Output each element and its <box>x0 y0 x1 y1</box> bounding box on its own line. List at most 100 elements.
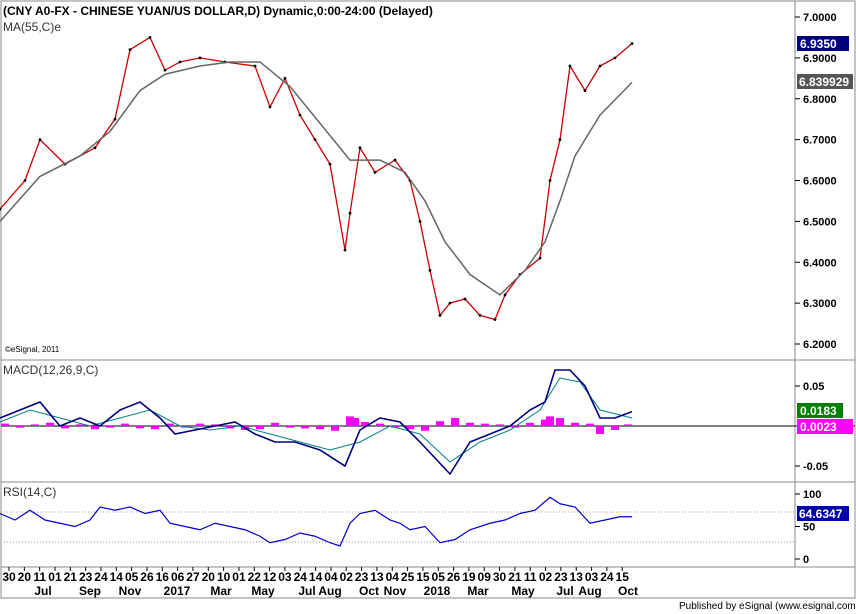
x-tick-date: 14 <box>110 570 124 584</box>
rsi-tick-label: 50 <box>803 522 815 534</box>
macd-histogram-bar <box>46 422 54 426</box>
macd-histogram-bar <box>271 422 279 426</box>
x-tick-month: Jul <box>34 584 51 598</box>
ma-value-label: 6.839929 <box>799 75 849 89</box>
x-tick-date: 30 <box>493 570 507 584</box>
rsi-title: RSI(14,C) <box>3 485 56 499</box>
x-tick-month: Nov <box>384 584 407 598</box>
macd-series <box>0 369 633 476</box>
x-tick-date: 23 <box>79 570 93 584</box>
x-tick-date: 23 <box>355 570 369 584</box>
macd-histogram-bar <box>136 426 144 429</box>
x-tick-date: 20 <box>202 570 216 584</box>
macd-ticks: 0.05 -0.05 <box>795 381 828 473</box>
macd-histogram-bar <box>286 426 294 428</box>
macd-histogram-bar <box>31 424 39 426</box>
price-tick-label: 6.9000 <box>803 53 837 65</box>
x-tick-date: 26 <box>447 570 461 584</box>
macd-histogram-bar <box>91 426 99 430</box>
price-point <box>328 162 332 166</box>
price-point <box>268 105 272 109</box>
macd-tick-label: 0.05 <box>803 381 824 393</box>
price-point <box>298 113 302 117</box>
rsi-tick-label: 100 <box>803 489 821 501</box>
price-point <box>148 36 152 39</box>
x-tick-date: 21 <box>508 570 522 584</box>
price-point <box>128 48 132 52</box>
price-tick-label: 6.7000 <box>803 135 837 147</box>
price-point <box>0 207 2 211</box>
price-point <box>23 179 27 182</box>
x-tick-date: 24 <box>94 570 108 584</box>
macd-histogram-bar <box>1 423 9 426</box>
price-point <box>38 138 42 142</box>
x-tick-date: 13 <box>370 570 384 584</box>
price-ticks: 7.0000 6.9000 6.8000 6.7000 6.6000 6.5000 6.40… <box>795 12 837 351</box>
x-tick-date: 14 <box>309 570 323 584</box>
price-point <box>343 248 347 252</box>
price-point <box>558 138 562 142</box>
macd-histogram-bar <box>166 423 174 426</box>
price-tick-label: 6.8000 <box>803 94 837 106</box>
macd-histogram-bar <box>406 426 414 430</box>
price-point <box>198 56 202 60</box>
x-tick-month: 2018 <box>424 584 451 598</box>
price-point <box>113 117 117 121</box>
x-tick-month: Jul <box>298 584 315 598</box>
x-tick-date: 11 <box>524 570 537 584</box>
x-tick-date: 10 <box>217 570 231 584</box>
macd-histogram-bar <box>481 423 489 426</box>
ma-label: MA(55,C)e <box>3 20 61 34</box>
price-point <box>93 146 97 150</box>
price-point <box>568 64 572 68</box>
price-point <box>313 138 317 142</box>
ma-line <box>0 61 633 296</box>
x-tick-month: May <box>511 584 535 598</box>
macd-histogram-bar <box>496 424 504 426</box>
price-point <box>503 293 507 297</box>
x-tick-date: 06 <box>171 570 185 584</box>
price-tick-label: 6.3000 <box>803 298 837 310</box>
macd-value-box <box>797 403 843 418</box>
price-point <box>393 158 397 162</box>
chart-frame <box>0 0 856 599</box>
price-point <box>448 301 452 305</box>
x-tick-date: 25 <box>401 570 415 584</box>
x-tick-date: 02 <box>539 570 553 584</box>
macd-histogram-bar <box>256 426 264 430</box>
x-tick-date: 13 <box>570 570 584 584</box>
x-tick-month: May <box>251 584 275 598</box>
macd-histogram-bar <box>361 422 369 426</box>
x-tick-date: 24 <box>600 570 614 584</box>
x-axis: 30 20 11 01 21 23 24 14 05 26 16 06 27 20 10 01 22 12 03 24… <box>2 567 638 598</box>
price-point <box>283 76 287 80</box>
macd-histogram-bar <box>611 426 619 430</box>
price-point <box>583 89 587 92</box>
ma-value-box <box>797 74 853 89</box>
macd-histogram-bar <box>556 418 564 426</box>
macd-line <box>0 369 633 476</box>
macd-histogram-bar <box>436 421 444 426</box>
macd-histogram-bar <box>351 418 359 426</box>
x-tick-date: 30 <box>2 570 16 584</box>
macd-histogram-bar <box>121 423 129 426</box>
macd-tick-label: -0.05 <box>803 461 828 473</box>
macd-histogram-bar <box>151 426 159 430</box>
x-tick-month: Mar <box>210 584 232 598</box>
price-series <box>0 36 634 321</box>
x-tick-date: 22 <box>248 570 262 584</box>
price-point <box>163 68 167 72</box>
macd-histogram-bar <box>301 426 309 429</box>
x-tick-month: Aug <box>318 584 341 598</box>
x-tick-date: 05 <box>432 570 446 584</box>
macd-histogram-bar <box>331 426 339 431</box>
x-tick-date: 23 <box>554 570 568 584</box>
macd-histogram-bar <box>106 426 114 428</box>
price-point <box>478 313 482 317</box>
macd-histogram-bar <box>391 426 399 428</box>
price-point <box>253 64 257 68</box>
price-point <box>613 56 617 60</box>
x-tick-date: 11 <box>33 570 46 584</box>
price-point <box>358 146 362 150</box>
